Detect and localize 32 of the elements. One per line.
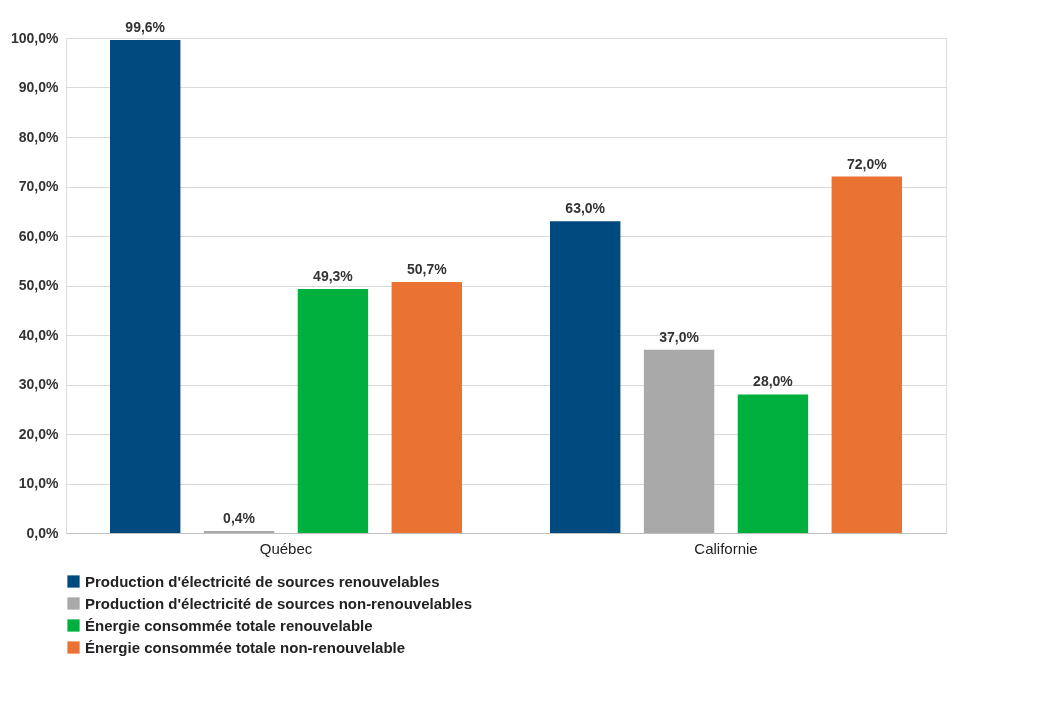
y-tick-label: 90,0%	[18, 79, 60, 95]
legend-label: Production d'électricité de sources non-renouvelables	[85, 594, 472, 612]
y-tick-label: 0,0%	[26, 524, 60, 541]
data-label: 72,0%	[846, 155, 888, 172]
y-tick-label: 20,0%	[18, 425, 60, 442]
y-tick-label: 40,0%	[18, 326, 60, 343]
y-tick-label: 100,0%	[11, 29, 60, 46]
data-label: 50,7%	[406, 261, 448, 278]
data-label: 0,4%	[223, 510, 256, 527]
data-label: 28,0%	[753, 373, 794, 390]
data-label: 37,0%	[659, 328, 700, 345]
data-label: 49,3%	[313, 267, 354, 284]
bar	[643, 349, 715, 533]
legend-label: Production d'électricité de sources renouvelables	[85, 572, 440, 590]
y-tick-label: 30,0%	[18, 376, 60, 392]
data-label: 99,6%	[125, 18, 166, 35]
y-tick-label: 70,0%	[18, 178, 60, 194]
data-label: 63,0%	[565, 200, 606, 217]
legend-label: Énergie consommée totale non-renouvelable	[85, 638, 406, 656]
bar	[391, 282, 462, 533]
bar	[550, 221, 621, 533]
legend-label: Énergie consommée totale renouvelable	[85, 616, 373, 634]
bar	[737, 394, 809, 533]
bar	[110, 39, 181, 533]
y-tick-label: 10,0%	[18, 475, 60, 491]
y-tick-label: 80,0%	[18, 128, 60, 145]
bar	[831, 176, 902, 533]
x-tick-label: Californie	[694, 539, 758, 557]
bar	[297, 288, 369, 533]
x-tick-label: Québec	[259, 539, 313, 557]
y-tick-label: 60,0%	[18, 227, 60, 244]
y-tick-label: 50,0%	[18, 277, 60, 293]
